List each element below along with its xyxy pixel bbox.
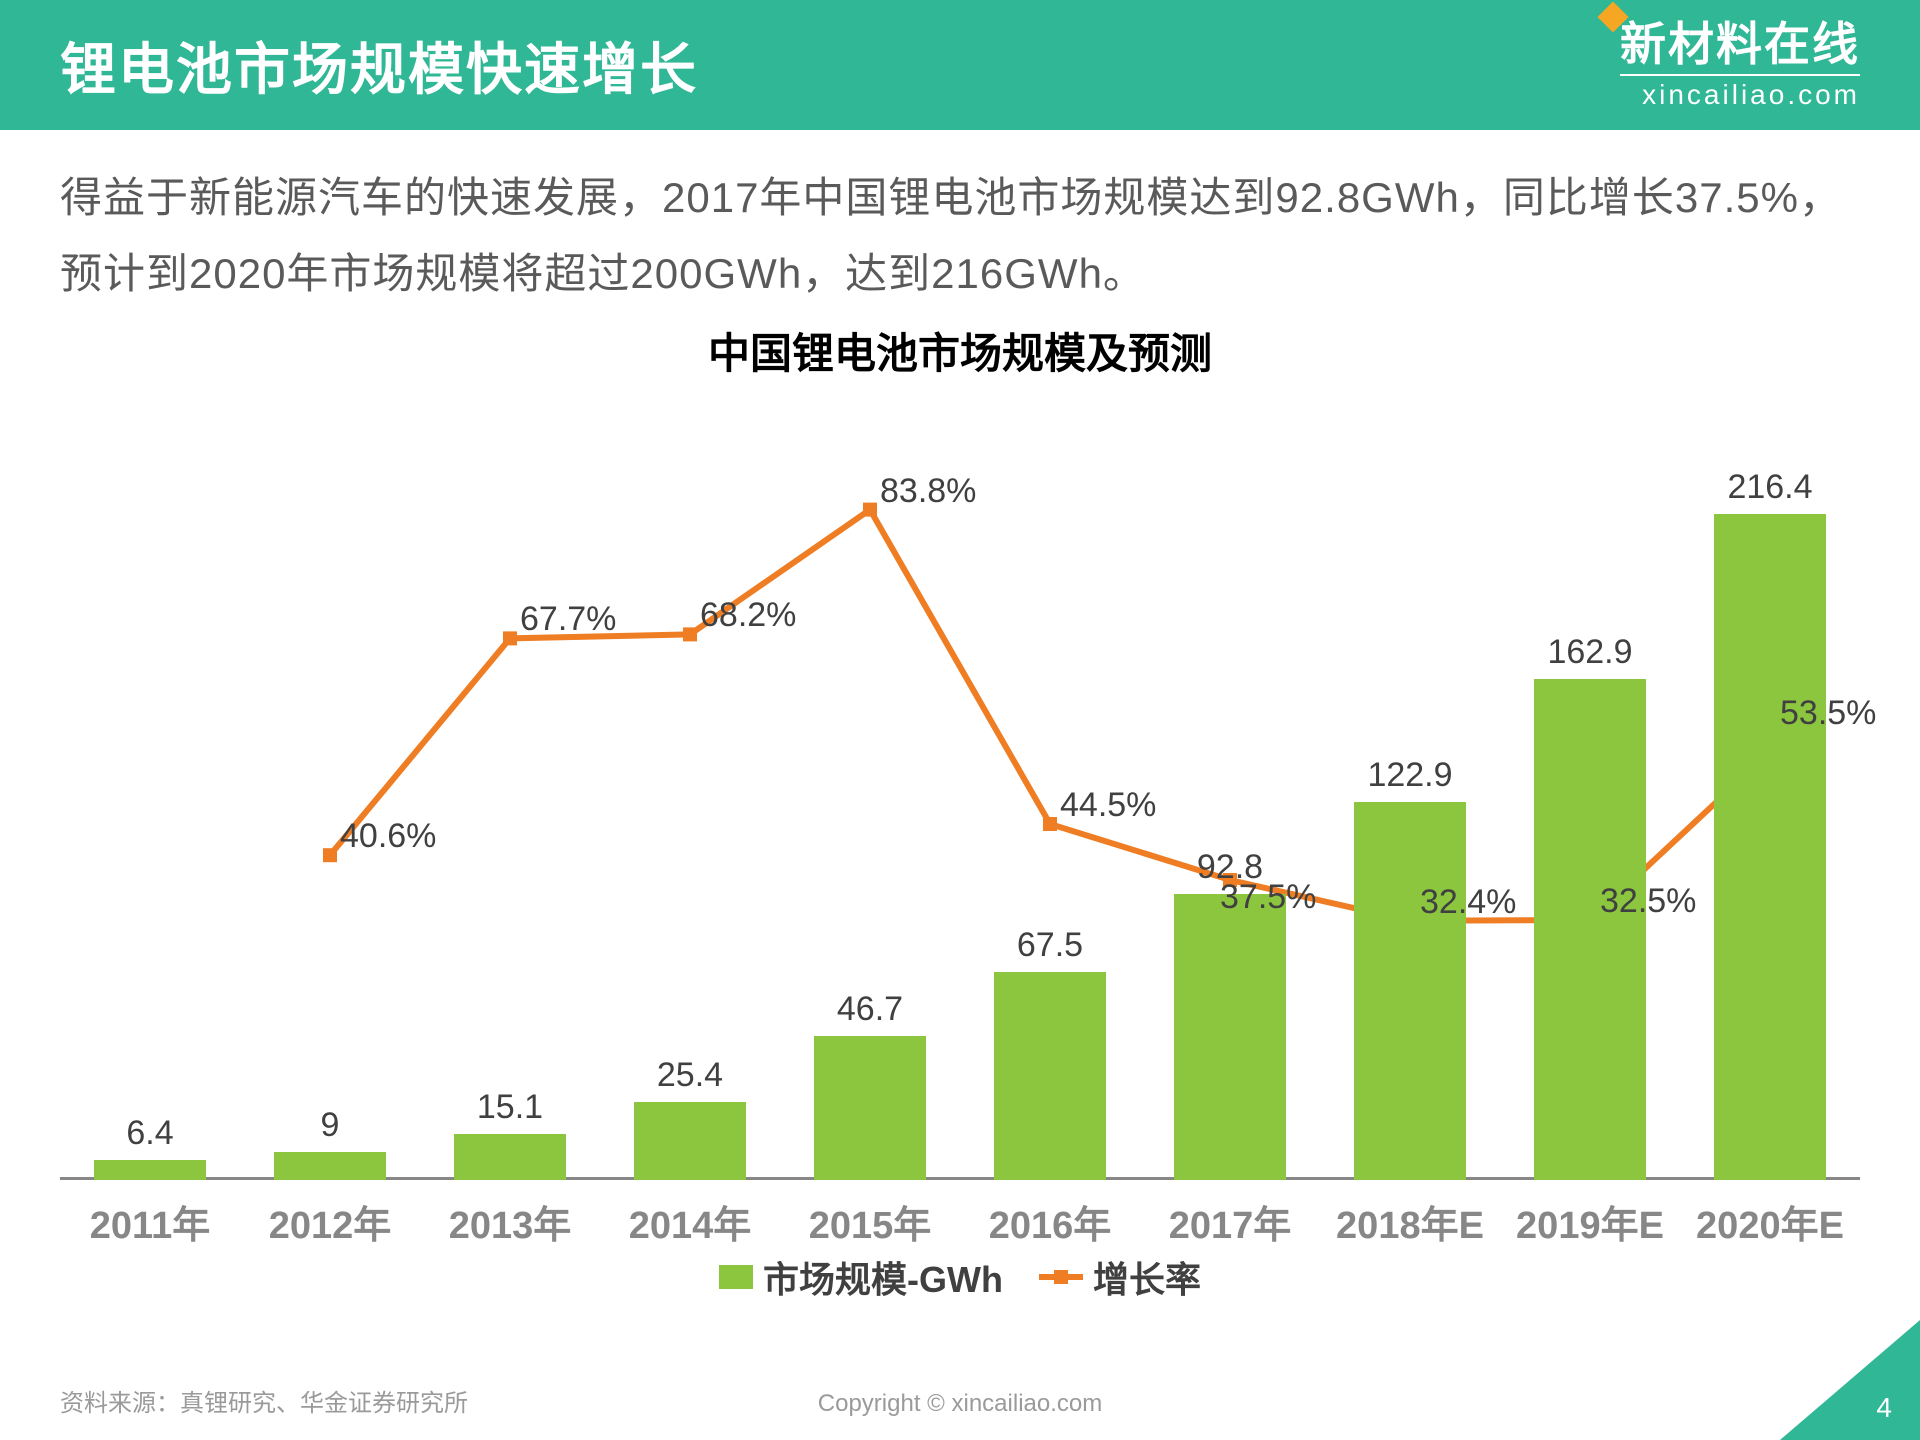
logo-text-bottom: xincailiao.com [1620, 80, 1860, 109]
x-axis-label: 2018年E [1320, 1194, 1500, 1249]
legend-label-bar: 市场规模-GWh [763, 1251, 1003, 1303]
bar: 46.7 [814, 1036, 926, 1180]
bar-value-label: 9 [274, 1106, 386, 1145]
bar: 15.1 [454, 1134, 566, 1180]
bar: 67.5 [994, 972, 1106, 1180]
bar-value-label: 15.1 [454, 1088, 566, 1127]
bar-value-label: 46.7 [814, 990, 926, 1029]
logo-divider [1620, 74, 1860, 76]
corner-decoration [1780, 1320, 1920, 1440]
bar-value-label: 67.5 [994, 926, 1106, 965]
bar-value-label: 216.4 [1714, 468, 1826, 507]
logo-text-top: 新材料在线 [1620, 20, 1860, 68]
x-axis-label: 2015年 [780, 1194, 960, 1249]
bar: 6.4 [94, 1160, 206, 1180]
legend-item-bar: 市场规模-GWh [719, 1251, 1003, 1303]
x-axis-label: 2013年 [420, 1194, 600, 1249]
x-axis-label: 2017年 [1140, 1194, 1320, 1249]
header-bar: 锂电池市场规模快速增长 新材料在线 xincailiao.com [0, 0, 1920, 130]
bar-value-label: 122.9 [1354, 756, 1466, 795]
x-axis-label: 2020年E [1680, 1194, 1860, 1249]
bar-value-label: 6.4 [94, 1114, 206, 1153]
chart-title: 中国锂电池市场规模及预测 [0, 320, 1920, 381]
bar: 9 [274, 1152, 386, 1180]
slide: 锂电池市场规模快速增长 新材料在线 xincailiao.com 得益于新能源汽… [0, 0, 1920, 1440]
bar-value-label: 162.9 [1534, 633, 1646, 672]
legend-swatch-bar [719, 1265, 753, 1289]
combo-chart: 6.4 9 15.1 25.4 46.7 67.5 92.8 122.9 162.9 216.4 4… [60, 380, 1860, 1300]
growth-rate-label: 44.5% [1060, 786, 1156, 825]
page-number: 4 [1876, 1392, 1892, 1424]
bar: 122.9 [1354, 802, 1466, 1180]
growth-rate-label: 32.5% [1600, 882, 1696, 921]
legend-swatch-line [1039, 1274, 1083, 1280]
x-axis-label: 2014年 [600, 1194, 780, 1249]
bar-value-label: 25.4 [634, 1056, 746, 1095]
chart-legend: 市场规模-GWh 增长率 [60, 1254, 1860, 1300]
legend-item-line: 增长率 [1039, 1251, 1201, 1303]
growth-rate-label: 68.2% [700, 596, 796, 635]
growth-rate-label: 40.6% [340, 817, 436, 856]
x-axis-label: 2019年E [1500, 1194, 1680, 1249]
growth-rate-label: 67.7% [520, 600, 616, 639]
slide-footer: 资料来源：真锂研究、华金证券研究所 Copyright © xincailiao… [0, 1370, 1920, 1440]
plot-area: 6.4 9 15.1 25.4 46.7 67.5 92.8 122.9 162.9 216.4 4… [60, 380, 1860, 1180]
growth-rate-label: 32.4% [1420, 883, 1516, 922]
slide-title: 锂电池市场规模快速增长 [60, 25, 698, 106]
body-paragraph: 得益于新能源汽车的快速发展，2017年中国锂电池市场规模达到92.8GWh，同比… [60, 160, 1860, 311]
x-axis-labels: 2011年2012年2013年2014年2015年2016年2017年2018年… [60, 1194, 1860, 1240]
growth-rate-label: 83.8% [880, 472, 976, 511]
growth-rate-label: 37.5% [1220, 878, 1316, 917]
x-axis-label: 2016年 [960, 1194, 1140, 1249]
legend-label-line: 增长率 [1093, 1251, 1201, 1303]
bar: 216.4 [1714, 514, 1826, 1180]
bar: 162.9 [1534, 679, 1646, 1180]
growth-rate-label: 53.5% [1780, 694, 1876, 733]
copyright: Copyright © xincailiao.com [0, 1390, 1920, 1418]
x-axis-label: 2012年 [240, 1194, 420, 1249]
bar: 92.8 [1174, 894, 1286, 1180]
brand-logo: 新材料在线 xincailiao.com [1620, 20, 1860, 110]
bar: 25.4 [634, 1102, 746, 1180]
x-axis-label: 2011年 [60, 1194, 240, 1249]
